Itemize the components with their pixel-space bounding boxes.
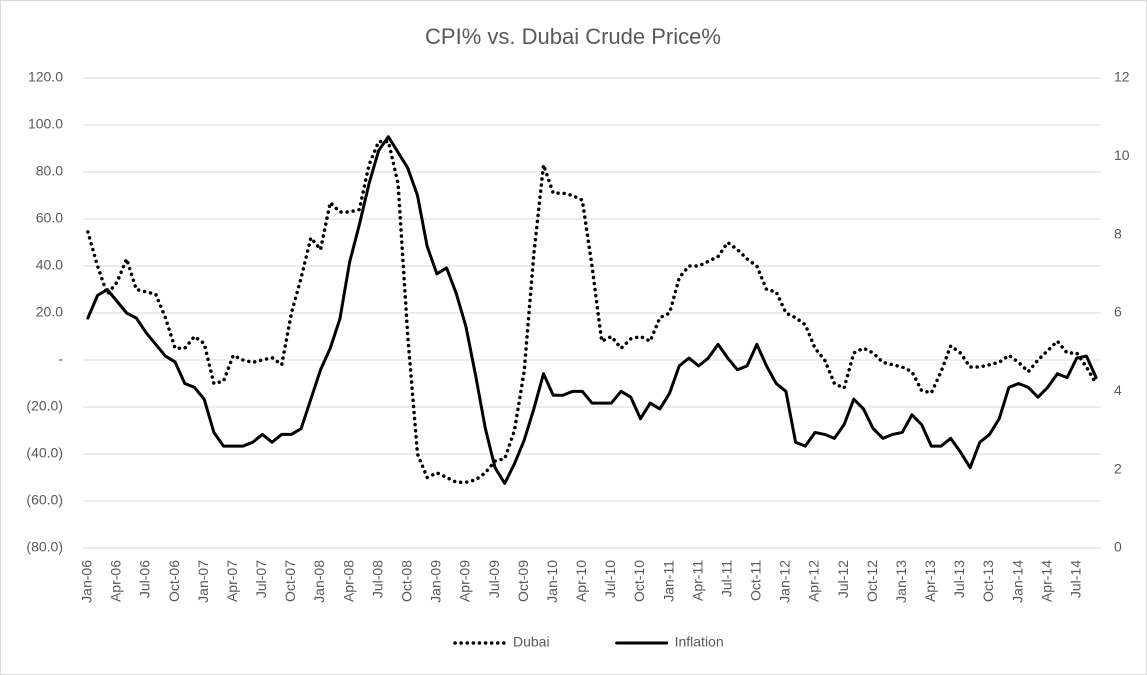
y2-tick-label: 0 [1114, 539, 1122, 555]
x-tick-label: Jul-07 [253, 560, 269, 598]
y-tick-label: 120.0 [28, 69, 63, 85]
y-tick-label: (80.0) [26, 539, 63, 555]
line-series [86, 135, 1098, 485]
x-tick-label: Jan-06 [79, 560, 95, 603]
x-tick-label: Apr-08 [340, 560, 356, 602]
x-tick-label: Apr-13 [922, 560, 938, 602]
x-tick-label: Jan-09 [428, 560, 444, 603]
y-tick-label: 100.0 [28, 116, 63, 132]
x-tick-label: Oct-10 [631, 560, 647, 602]
x-tick-label: Jan-12 [777, 560, 793, 603]
x-tick-label: Apr-06 [108, 560, 124, 602]
x-tick-label: Oct-13 [980, 560, 996, 602]
x-tick-label: Apr-12 [806, 560, 822, 602]
x-tick-label: Jul-14 [1067, 560, 1083, 598]
y-tick-label: - [58, 351, 63, 367]
y-tick-label: (40.0) [26, 445, 63, 461]
x-tick-label: Jan-14 [1009, 560, 1025, 603]
x-tick-label: Apr-14 [1038, 560, 1054, 602]
legend-label: Dubai [513, 634, 550, 650]
x-tick-label: Apr-09 [457, 560, 473, 602]
x-tick-label: Oct-07 [282, 560, 298, 602]
x-tick-label: Jan-13 [893, 560, 909, 603]
x-tick-label: Apr-10 [573, 560, 589, 602]
x-tick-label: Jul-13 [951, 560, 967, 598]
y-tick-label: 80.0 [36, 163, 63, 179]
y-tick-label: (20.0) [26, 398, 63, 414]
x-tick-label: Oct-06 [166, 560, 182, 602]
x-tick-label: Jul-11 [718, 560, 734, 597]
y-tick-label: 60.0 [36, 210, 63, 226]
x-tick-label: Apr-11 [689, 560, 705, 601]
x-tick-label: Oct-09 [515, 560, 531, 602]
x-tick-label: Jul-10 [602, 560, 618, 598]
x-tick-label: Jul-09 [486, 560, 502, 598]
x-tick-label: Jul-08 [369, 560, 385, 598]
x-tick-label: Jan-08 [311, 560, 327, 603]
y2-tick-label: 8 [1114, 225, 1122, 241]
x-tick-label: Apr-07 [224, 560, 240, 602]
y-tick-label: 40.0 [36, 257, 63, 273]
x-tick-label: Jan-07 [195, 560, 211, 603]
chart-title: CPI% vs. Dubai Crude Price% [425, 24, 721, 49]
legend-label: Inflation [675, 634, 724, 650]
y-tick-label: 20.0 [36, 304, 63, 320]
y-tick-label: (60.0) [26, 492, 63, 508]
y2-tick-label: 4 [1114, 382, 1122, 398]
x-tick-label: Jul-06 [137, 560, 153, 598]
y2-tick-label: 10 [1114, 147, 1130, 163]
x-tick-label: Jan-11 [660, 560, 676, 602]
x-tick-label: Jan-10 [544, 560, 560, 603]
x-tick-label: Oct-08 [398, 560, 414, 602]
x-tick-label: Oct-12 [864, 560, 880, 602]
y2-tick-label: 6 [1114, 304, 1122, 320]
y2-tick-label: 12 [1114, 69, 1130, 85]
x-tick-label: Jul-12 [835, 560, 851, 598]
y2-tick-label: 2 [1114, 460, 1122, 476]
x-tick-label: Oct-11 [748, 560, 764, 601]
line-series [86, 139, 1098, 484]
